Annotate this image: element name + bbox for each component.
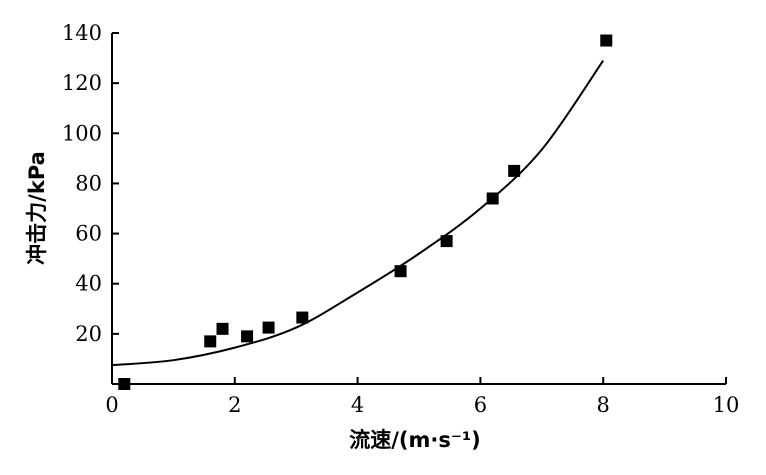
- data-point-2: [216, 322, 229, 335]
- data-point-9: [508, 164, 521, 177]
- y-tick-label-0: 20: [75, 322, 102, 346]
- y-tick-label-2: 60: [75, 222, 102, 246]
- plot-area: [111, 34, 613, 390]
- data-point-8: [486, 192, 499, 205]
- x-tick-label-4: 8: [597, 393, 610, 417]
- data-point-10: [600, 34, 613, 47]
- y-tick-label-6: 140: [62, 21, 102, 45]
- fit-curve: [111, 60, 605, 367]
- y-tick-label-4: 100: [62, 121, 102, 145]
- data-point-1: [204, 335, 217, 348]
- x-tick-label-2: 4: [351, 393, 364, 417]
- y-tick-label-3: 80: [75, 171, 102, 195]
- x-ticks: 0 2 4 6 8 10: [105, 377, 739, 417]
- data-point-7: [440, 235, 453, 248]
- data-point-5: [296, 311, 309, 324]
- x-tick-label-0: 0: [105, 393, 118, 417]
- data-point-0: [118, 378, 131, 390]
- x-tick-label-1: 2: [228, 393, 241, 417]
- y-ticks: 20 40 60 80 100 120 140: [62, 21, 119, 346]
- y-axis-title: 冲击力/kPa: [25, 151, 49, 265]
- data-point-4: [262, 321, 275, 334]
- x-axis-title: 流速/(m·s⁻¹): [349, 428, 481, 452]
- x-tick-label-5: 10: [713, 393, 740, 417]
- x-tick-label-3: 6: [474, 393, 487, 417]
- data-point-3: [241, 330, 254, 343]
- data-point-6: [394, 265, 407, 278]
- axes: [111, 33, 726, 385]
- y-tick-label-5: 120: [62, 71, 102, 95]
- y-tick-label-1: 40: [75, 272, 102, 296]
